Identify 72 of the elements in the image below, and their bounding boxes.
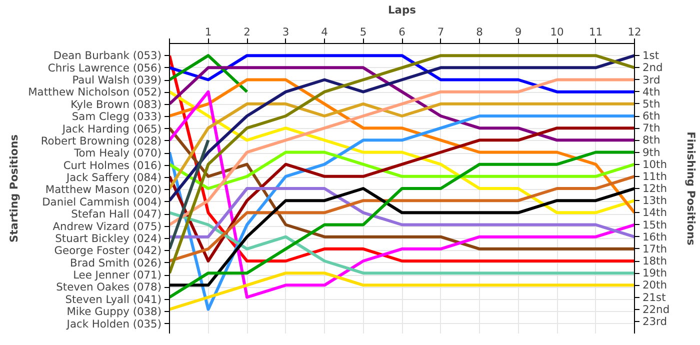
category-label: Sam Clegg (033) [72, 110, 162, 124]
y2-tick-label: 11th [642, 170, 667, 183]
y2-tick-label: 23rd [642, 314, 668, 328]
x-tick-label: 11 [588, 26, 603, 38]
y2-tick-label: 4th [642, 85, 660, 98]
x-tick-label: 6 [398, 26, 406, 38]
line-series [170, 150, 634, 299]
y2-tick-label: 21st [642, 290, 666, 304]
category-label: Curt Holmes (016) [63, 158, 162, 172]
x-tick-label: 12 [628, 26, 642, 38]
y2-tick-label: 3rd [642, 73, 660, 86]
x-tick-label: 2 [244, 26, 250, 38]
category-label: Lee Jenner (071) [73, 268, 162, 282]
y2-tick-label: 2nd [642, 61, 663, 74]
y2-axis-title: Finishing Positions [684, 132, 698, 246]
y2-tick-label: 10th [642, 158, 667, 171]
line-series [170, 211, 634, 275]
category-label: George Foster (042) [54, 244, 162, 258]
category-label: Dean Burbank (053) [53, 49, 162, 62]
x-tick-label: 4 [321, 26, 328, 38]
x-axis-title: Laps [388, 4, 416, 16]
y2-tick-label: 7th [642, 122, 660, 135]
y2-tick-label: 6th [642, 110, 660, 122]
y2-tick-label: 20th [642, 278, 667, 292]
y2-tick-label: 8th [642, 134, 660, 147]
line-series [170, 90, 634, 299]
line-series [170, 187, 634, 238]
y2-tick-label: 16th [642, 230, 667, 244]
y2-tick-label: 14th [642, 206, 667, 220]
x-tick-label: 1 [204, 26, 212, 38]
category-label: Stefan Hall (047) [71, 208, 162, 221]
y2-tick-label: 17th [642, 242, 667, 256]
x-tick-label: 5 [360, 26, 367, 38]
line-series [170, 54, 634, 202]
x-tick-label: 7 [437, 26, 444, 38]
category-label: Andrew Vizard (075) [52, 220, 162, 233]
y2-tick-label: 12th [642, 182, 667, 195]
x-tick-label: 10 [550, 26, 564, 38]
x-tick-label: 3 [282, 26, 290, 38]
category-label: Daniel Cammish (004) [42, 195, 162, 208]
category-label: Matthew Nicholson (052) [28, 86, 162, 99]
y2-tick-label: 18th [642, 254, 667, 268]
category-label: Steven Oakes (078) [56, 280, 162, 294]
line-series [170, 150, 634, 190]
category-label: Paul Walsh (039) [72, 74, 162, 87]
category-label: Steven Lyall (041) [65, 292, 162, 306]
y2-tick-label: 9th [642, 146, 660, 159]
category-label: Stuart Bickley (024) [55, 232, 162, 245]
y2-tick-label: 1st [642, 49, 660, 62]
x-tick-label: 9 [514, 26, 522, 38]
category-label: Mike Guppy (038) [66, 305, 162, 318]
line-series [170, 66, 634, 142]
line-series [170, 272, 634, 311]
line-series [170, 54, 634, 94]
y2-tick-label: 5th [642, 97, 660, 110]
y2-tick-label: 22nd [642, 302, 670, 316]
category-label: Robert Browning (028) [40, 134, 162, 148]
y2-tick-label: 15th [642, 218, 667, 232]
category-label: Matthew Mason (020) [45, 183, 162, 196]
line-series [170, 174, 634, 262]
category-label: Tom Healy (070) [74, 146, 162, 160]
x-tick-label: 8 [476, 26, 484, 38]
category-label: Chris Lawrence (056) [48, 61, 162, 74]
category-label: Brad Smith (026) [70, 256, 162, 270]
line-series [170, 102, 634, 190]
category-label: Kyle Brown (083) [70, 98, 162, 111]
category-label: Jack Holden (035) [66, 317, 162, 330]
category-label: Jack Harding (065) [62, 122, 162, 136]
y2-tick-label: 13th [642, 194, 667, 208]
y2-tick-label: 19th [642, 266, 667, 280]
category-label: Jack Saffery (084) [66, 171, 162, 184]
text: Starting Positions [8, 134, 20, 243]
